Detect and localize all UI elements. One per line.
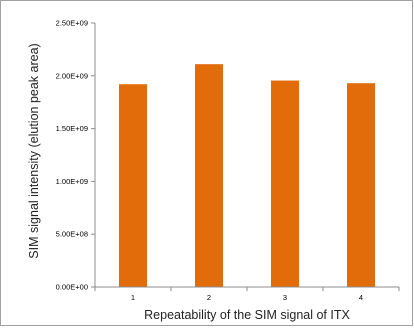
y-tick-label: 5.00E+08 [56,230,88,239]
y-tick-label: 1.00E+09 [56,177,88,186]
x-tick-label: 1 [131,293,135,302]
y-axis-ticks: 0.00E+00 5.00E+08 1.00E+09 1.50E+09 2.00E+09… [56,19,95,292]
x-tick-label: 2 [207,293,211,302]
x-axis-title: Repeatability of the SIM signal of ITX [144,308,350,322]
bars [119,64,375,288]
x-axis-ticks: 1 2 3 4 [94,287,400,302]
bar-4 [347,83,375,287]
bar-3 [271,80,299,287]
x-tick-label: 4 [359,293,363,302]
bar-1 [119,84,147,287]
x-tick-label: 3 [283,293,287,302]
y-tick-label: 1.50E+09 [56,124,88,133]
y-tick-label: 2.50E+09 [56,19,88,28]
bar-2 [195,64,223,288]
y-axis-title: SIM signal intensity (elution peak area) [27,43,41,258]
y-tick-label: 0.00E+00 [56,283,88,292]
y-tick-label: 2.00E+09 [56,71,88,80]
